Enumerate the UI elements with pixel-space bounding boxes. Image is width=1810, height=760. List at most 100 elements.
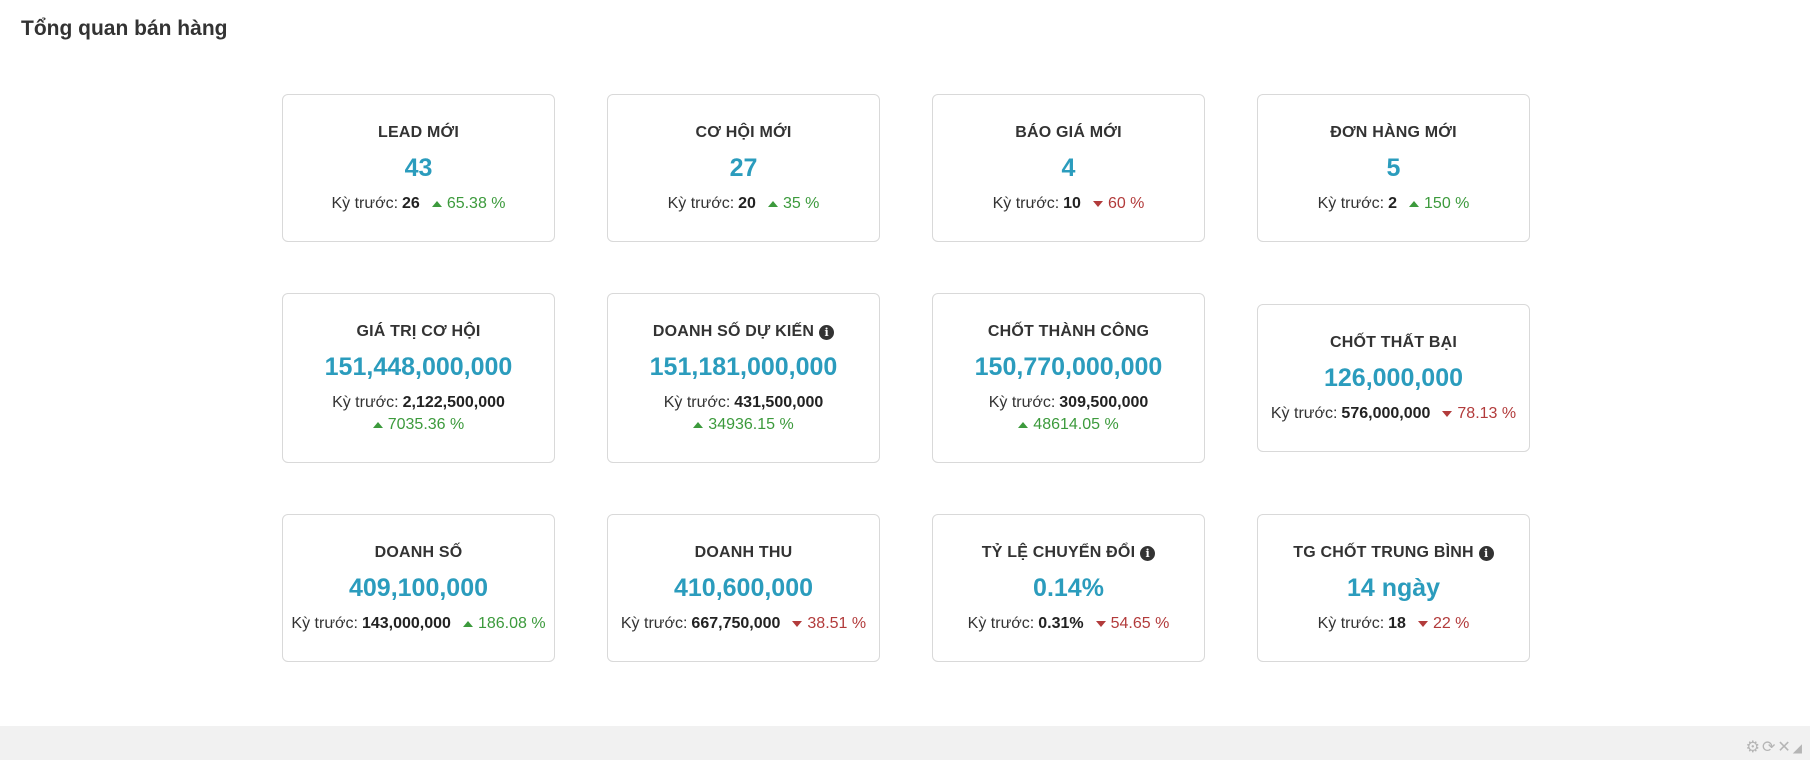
change-percent: 78.13 % <box>1457 405 1517 422</box>
kpi-card-sales: DOANH SỐ 409,100,000 Kỳ trước: 143,000,0… <box>282 514 555 662</box>
previous-period: Kỳ trước: 10 60 % <box>933 193 1204 215</box>
kpi-card-opportunity-value: GIÁ TRỊ CƠ HỘI 151,448,000,000 Kỳ trước:… <box>282 293 555 463</box>
card-value: 0.14% <box>1033 574 1104 602</box>
kpi-card-new-opportunities: CƠ HỘI MỚI 27 Kỳ trước: 20 35 % <box>607 94 880 242</box>
arrow-down-icon <box>1092 201 1103 207</box>
change-percent: 22 % <box>1432 615 1470 632</box>
card-title: CHỐT THẤT BẠI <box>1329 334 1458 351</box>
previous-value: 2 <box>1388 195 1398 212</box>
previous-label: Kỳ trước: <box>988 394 1056 411</box>
arrow-up-icon <box>1409 201 1420 207</box>
card-value: 43 <box>404 154 433 182</box>
info-circle-icon[interactable]: i <box>1140 545 1156 561</box>
card-title: LEAD MỚI <box>377 124 460 141</box>
refresh-icon[interactable]: ⟳ <box>1761 739 1776 756</box>
previous-period: Kỳ trước: 143,000,000 186.08 % <box>283 613 554 635</box>
card-value: 410,600,000 <box>673 574 814 602</box>
arrow-up-icon <box>372 422 383 428</box>
previous-value: 0.31% <box>1038 615 1084 632</box>
change-indicator: 65.38 % <box>431 193 506 215</box>
change-indicator: 78.13 % <box>1442 403 1516 425</box>
previous-value: 18 <box>1388 615 1406 632</box>
arrow-down-icon <box>1095 621 1106 627</box>
previous-label: Kỳ trước: <box>620 615 688 632</box>
card-title: DOANH THU <box>694 544 793 561</box>
page-title: Tổng quan bán hàng <box>21 17 228 40</box>
close-icon[interactable]: ✕ <box>1777 739 1791 756</box>
previous-period: Kỳ trước: 2 150 % <box>1258 193 1529 215</box>
card-value: 409,100,000 <box>348 574 489 602</box>
info-circle-icon[interactable]: i <box>819 324 835 340</box>
previous-period: Kỳ trước: 667,750,000 38.51 % <box>608 613 879 635</box>
change-percent: 38.51 % <box>807 615 867 632</box>
previous-value: 26 <box>402 195 420 212</box>
change-indicator: 35 % <box>767 193 820 215</box>
card-title: CƠ HỘI MỚI <box>695 124 792 141</box>
arrow-up-icon <box>767 201 778 207</box>
kpi-card-revenue: DOANH THU 410,600,000 Kỳ trước: 667,750,… <box>607 514 880 662</box>
kpi-card-closed-lost: CHỐT THẤT BẠI 126,000,000 Kỳ trước: 576,… <box>1257 304 1530 452</box>
previous-value: 10 <box>1063 195 1081 212</box>
kpi-card-expected-sales: DOANH SỐ DỰ KIẾN i 151,181,000,000 Kỳ trư… <box>607 293 880 463</box>
previous-value: 431,500,000 <box>734 394 824 411</box>
previous-label: Kỳ trước: <box>291 615 358 632</box>
previous-period: Kỳ trước: 20 35 % <box>608 193 879 215</box>
change-percent: 34936.15 % <box>708 416 794 433</box>
previous-value: 2,122,500,000 <box>402 394 505 411</box>
change-percent: 48614.05 % <box>1033 416 1119 433</box>
previous-period: Kỳ trước: 2,122,500,000 <box>283 392 554 414</box>
change-indicator: 60 % <box>1092 193 1145 215</box>
kpi-card-new-quotes: BÁO GIÁ MỚI 4 Kỳ trước: 10 60 % <box>932 94 1205 242</box>
card-title: DOANH SỐ DỰ KIẾN <box>652 323 815 340</box>
info-circle-icon[interactable]: i <box>1478 545 1494 561</box>
previous-label: Kỳ trước: <box>967 615 1035 632</box>
previous-period: Kỳ trước: 26 65.38 % <box>283 193 554 215</box>
arrow-up-icon <box>1018 422 1029 428</box>
previous-label: Kỳ trước: <box>332 394 399 411</box>
previous-period: Kỳ trước: 576,000,000 78.13 % <box>1258 403 1529 425</box>
change-indicator: 48614.05 % <box>933 414 1204 436</box>
change-indicator: 54.65 % <box>1095 613 1169 635</box>
widget-tools: ⚙ ⟳ ✕ ◢ <box>1746 740 1802 756</box>
previous-label: Kỳ trước: <box>331 195 399 212</box>
resize-icon[interactable]: ◢ <box>1792 741 1802 755</box>
previous-period: Kỳ trước: 431,500,000 <box>608 392 879 414</box>
change-percent: 35 % <box>782 195 820 212</box>
previous-label: Kỳ trước: <box>992 195 1060 212</box>
previous-value: 667,750,000 <box>691 615 781 632</box>
kpi-card-conversion-rate: TỶ LỆ CHUYỂN ĐỔI i 0.14% Kỳ trước: 0.31% … <box>932 514 1205 662</box>
change-indicator: 7035.36 % <box>283 414 554 436</box>
card-title: DOANH SỐ <box>374 544 463 561</box>
change-indicator: 22 % <box>1417 613 1470 635</box>
change-percent: 186.08 % <box>477 615 546 632</box>
previous-value: 20 <box>738 195 756 212</box>
gear-icon[interactable]: ⚙ <box>1745 739 1760 756</box>
previous-period: Kỳ trước: 18 22 % <box>1258 613 1529 635</box>
previous-label: Kỳ trước: <box>663 394 731 411</box>
widget-footer-bar: ⚙ ⟳ ✕ ◢ <box>0 726 1810 760</box>
card-title: BÁO GIÁ MỚI <box>1015 124 1122 141</box>
previous-value: 576,000,000 <box>1341 405 1431 422</box>
card-title: GIÁ TRỊ CƠ HỘI <box>356 323 481 340</box>
change-indicator: 186.08 % <box>462 613 546 635</box>
arrow-up-icon <box>431 201 442 207</box>
card-value: 151,181,000,000 <box>649 353 838 381</box>
card-title: TG CHỐT TRUNG BÌNH <box>1293 544 1474 561</box>
change-percent: 7035.36 % <box>387 416 465 433</box>
previous-label: Kỳ trước: <box>1317 195 1385 212</box>
card-title: ĐƠN HÀNG MỚI <box>1330 124 1457 141</box>
previous-label: Kỳ trước: <box>1270 405 1338 422</box>
change-indicator: 38.51 % <box>792 613 866 635</box>
arrow-down-icon <box>1442 411 1453 417</box>
change-percent: 65.38 % <box>446 195 506 212</box>
change-percent: 60 % <box>1107 195 1145 212</box>
card-value: 5 <box>1386 154 1401 182</box>
previous-value: 309,500,000 <box>1059 394 1149 411</box>
kpi-card-new-orders: ĐƠN HÀNG MỚI 5 Kỳ trước: 2 150 % <box>1257 94 1530 242</box>
kpi-card-closed-won: CHỐT THÀNH CÔNG 150,770,000,000 Kỳ trước… <box>932 293 1205 463</box>
previous-period: Kỳ trước: 309,500,000 <box>933 392 1204 414</box>
card-value: 151,448,000,000 <box>324 353 513 381</box>
arrow-down-icon <box>792 621 803 627</box>
kpi-card-new-leads: LEAD MỚI 43 Kỳ trước: 26 65.38 % <box>282 94 555 242</box>
card-title: TỶ LỆ CHUYỂN ĐỔI <box>981 544 1136 561</box>
